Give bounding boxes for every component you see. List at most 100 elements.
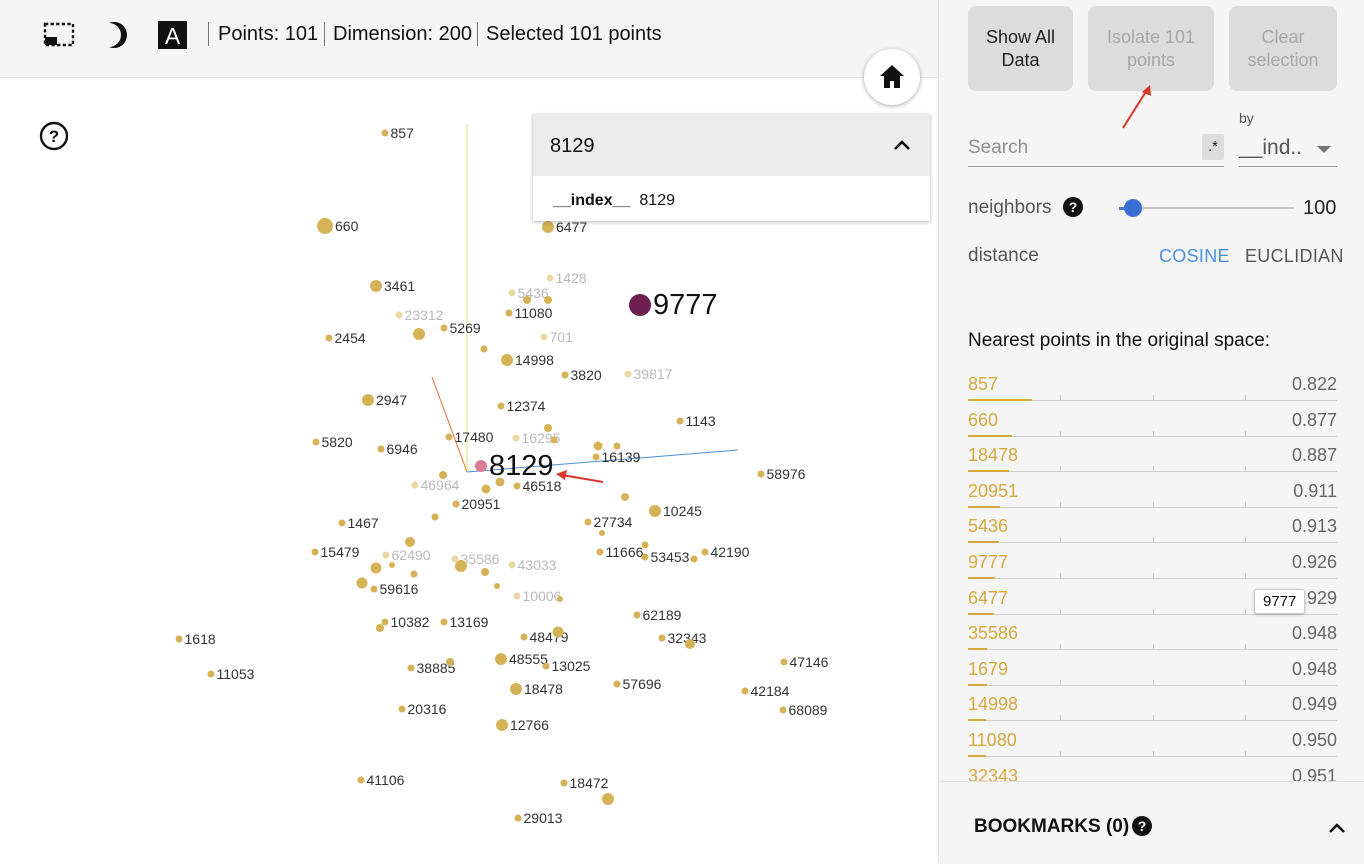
nearest-point-name[interactable]: 1679 (968, 658, 1009, 679)
data-point[interactable] (496, 719, 508, 731)
nearest-point-name[interactable]: 5436 (968, 516, 1009, 537)
nearest-point-row[interactable]: 35586 0.948 (968, 621, 1337, 656)
data-point[interactable] (544, 296, 552, 304)
nearest-point-name[interactable]: 857 (968, 374, 999, 394)
neighbors-help-icon[interactable]: ? (1063, 197, 1083, 217)
data-point[interactable] (440, 618, 448, 626)
data-point[interactable] (624, 370, 632, 378)
data-point[interactable] (602, 793, 614, 805)
show-all-data-button[interactable]: Show All Data (968, 6, 1073, 91)
neighbors-slider[interactable] (1119, 207, 1294, 209)
data-point[interactable] (494, 583, 500, 589)
data-point[interactable] (431, 513, 439, 521)
nearest-point-name[interactable]: 18478 (968, 445, 1019, 466)
distance-cosine-option[interactable]: COSINE (1159, 246, 1230, 266)
data-point[interactable] (685, 639, 695, 649)
data-point[interactable] (550, 436, 558, 444)
help-circle-icon[interactable]: ? (39, 121, 69, 151)
data-point[interactable] (451, 555, 459, 563)
data-point[interactable] (175, 635, 183, 643)
bookmarks-section[interactable]: BOOKMARKS (0) ? (939, 781, 1364, 864)
data-point[interactable] (481, 484, 491, 494)
data-point[interactable] (495, 653, 507, 665)
data-point[interactable] (633, 611, 641, 619)
data-point[interactable] (446, 658, 454, 666)
data-point[interactable] (649, 505, 661, 517)
data-point[interactable] (629, 294, 651, 316)
data-point[interactable] (413, 328, 425, 340)
data-point[interactable] (481, 568, 489, 576)
neighbors-slider-knob[interactable] (1124, 199, 1142, 217)
data-point[interactable] (362, 394, 374, 406)
data-point[interactable] (440, 324, 448, 332)
data-point[interactable] (505, 309, 513, 317)
nearest-point-row[interactable]: 1679 0.948 (968, 657, 1337, 692)
data-point[interactable] (405, 537, 415, 547)
clear-selection-button[interactable]: Clear selection (1229, 6, 1337, 91)
home-button[interactable] (864, 49, 920, 105)
data-point[interactable] (410, 570, 418, 578)
data-point[interactable] (338, 519, 346, 527)
data-point[interactable] (497, 402, 505, 410)
point-info-header[interactable]: 8129 (533, 114, 930, 176)
data-point[interactable] (510, 683, 522, 695)
bookmarks-help-icon[interactable]: ? (1132, 816, 1152, 836)
nearest-point-row[interactable]: 660 0.877 (968, 408, 1337, 443)
data-point[interactable] (495, 477, 505, 487)
data-point[interactable] (592, 453, 600, 461)
nearest-point-row[interactable]: 11080 0.950 (968, 728, 1337, 763)
data-point[interactable] (508, 289, 516, 297)
data-point[interactable] (381, 129, 389, 137)
data-point[interactable] (520, 633, 528, 641)
night-mode-icon[interactable] (100, 18, 134, 52)
data-point[interactable] (370, 562, 382, 574)
search-input[interactable]: Search .* (968, 132, 1224, 167)
data-point[interactable] (741, 687, 749, 695)
data-point[interactable] (513, 482, 521, 490)
label-toggle-icon[interactable]: A (156, 18, 190, 52)
data-point[interactable] (207, 670, 215, 678)
nearest-point-name[interactable]: 660 (968, 409, 999, 430)
data-point[interactable] (593, 441, 603, 451)
data-point[interactable] (641, 553, 649, 561)
data-point[interactable] (439, 471, 447, 479)
nearest-point-name[interactable]: 14998 (968, 694, 1019, 715)
data-point[interactable] (452, 500, 460, 508)
data-point[interactable] (557, 596, 563, 602)
data-point[interactable] (757, 470, 765, 478)
data-point[interactable] (381, 618, 389, 626)
data-point[interactable] (546, 274, 554, 282)
data-point[interactable] (389, 562, 395, 568)
data-point[interactable] (317, 218, 333, 234)
data-point[interactable] (312, 438, 320, 446)
nearest-point-row[interactable]: 14998 0.949 (968, 692, 1337, 727)
data-point[interactable] (690, 555, 698, 563)
isolate-points-button[interactable]: Isolate 101 points (1088, 6, 1214, 91)
data-point[interactable] (544, 424, 552, 432)
data-point[interactable] (398, 705, 406, 713)
data-point[interactable] (599, 530, 605, 536)
regex-toggle[interactable]: .* (1202, 134, 1224, 160)
data-point[interactable] (596, 548, 604, 556)
data-point[interactable] (411, 481, 419, 489)
data-point[interactable] (561, 371, 569, 379)
data-point[interactable] (376, 624, 384, 632)
chevron-up-icon[interactable] (1327, 821, 1347, 835)
data-point[interactable] (513, 592, 521, 600)
data-point[interactable] (542, 221, 554, 233)
nearest-point-row[interactable]: 18478 0.887 (968, 443, 1337, 478)
data-point[interactable] (445, 433, 453, 441)
data-point[interactable] (395, 311, 403, 319)
data-point[interactable] (560, 779, 568, 787)
nearest-point-row[interactable]: 20951 0.911 (968, 479, 1337, 514)
nearest-point-name[interactable]: 32343 (968, 765, 1019, 786)
data-point[interactable] (382, 551, 390, 559)
nearest-point-row[interactable]: 9777 0.926 (968, 550, 1337, 585)
data-point[interactable] (475, 460, 487, 472)
data-point[interactable] (356, 577, 368, 589)
data-point[interactable] (542, 662, 550, 670)
distance-euclidian-option[interactable]: EUCLIDIAN (1245, 246, 1344, 266)
data-point[interactable] (780, 658, 788, 666)
data-point[interactable] (540, 333, 548, 341)
data-point[interactable] (641, 541, 649, 549)
